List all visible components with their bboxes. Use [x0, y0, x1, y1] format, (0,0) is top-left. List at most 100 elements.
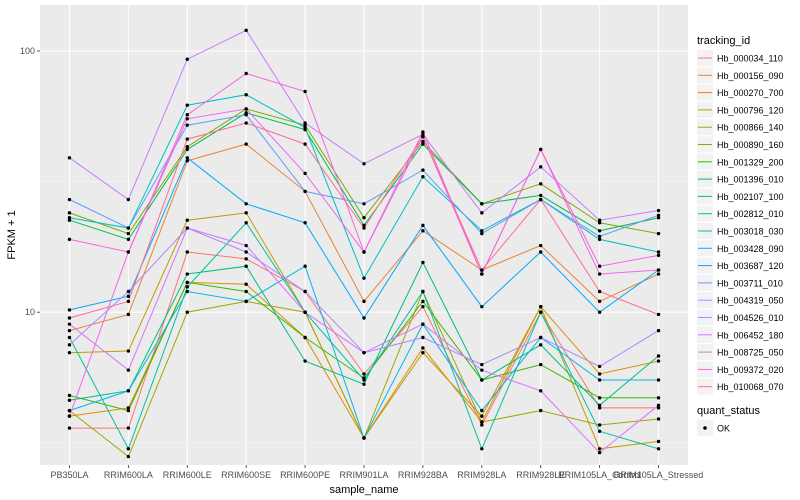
data-point: [303, 359, 307, 363]
x-tick-label: PB350LA: [50, 470, 88, 480]
data-point: [303, 89, 307, 94]
data-point: [597, 299, 602, 304]
data-point: [303, 125, 307, 130]
data-point: [597, 423, 602, 427]
data-point: [244, 289, 248, 294]
data-point: [480, 229, 484, 233]
data-point: [539, 343, 543, 347]
data-point: [597, 272, 602, 276]
legend-item: Hb_002812_010: [697, 205, 784, 222]
data-point: [244, 257, 248, 261]
data-point: [362, 216, 366, 220]
data-point: [656, 213, 661, 217]
shape-legend-point: [703, 426, 707, 430]
legend-label: Hb_000270_700: [717, 88, 784, 98]
data-point: [597, 221, 602, 225]
data-point: [421, 168, 425, 172]
data-point: [126, 349, 131, 353]
data-point: [67, 216, 72, 220]
data-point: [67, 343, 72, 347]
data-point: [244, 71, 248, 76]
data-point: [480, 408, 484, 413]
legend-item: Hb_001396_010: [697, 171, 784, 188]
data-point: [185, 147, 189, 152]
data-point: [597, 447, 602, 451]
data-point: [67, 316, 72, 320]
data-point: [597, 429, 602, 433]
data-point: [362, 436, 366, 440]
data-point: [421, 350, 425, 355]
data-point: [421, 134, 425, 139]
data-point: [362, 316, 366, 320]
data-point: [126, 454, 131, 459]
y-tick-label: 10: [25, 307, 35, 317]
data-point: [185, 272, 189, 276]
data-point: [597, 218, 602, 222]
shape-legend-items: OK: [697, 420, 730, 436]
shape-legend-label: OK: [717, 424, 730, 434]
data-point: [480, 272, 484, 276]
data-point: [656, 231, 661, 236]
legend-label: Hb_000866_140: [717, 123, 784, 133]
data-point: [597, 396, 602, 400]
data-point: [67, 426, 72, 430]
data-point: [480, 378, 484, 382]
series-points: [67, 28, 661, 459]
data-point: [421, 132, 425, 136]
data-point: [244, 113, 248, 117]
data-point: [244, 121, 248, 125]
legend-item: Hb_004319_050: [697, 292, 784, 309]
data-point: [656, 253, 661, 258]
legend-label: Hb_008725_050: [717, 348, 784, 358]
data-point: [597, 237, 602, 242]
data-point: [539, 243, 543, 248]
legend-label: Hb_002812_010: [717, 209, 784, 219]
data-point: [67, 398, 72, 402]
data-point: [303, 289, 307, 294]
data-point: [303, 264, 307, 268]
data-point: [539, 389, 543, 393]
data-point: [185, 156, 189, 160]
data-point: [539, 362, 543, 367]
data-point: [244, 142, 248, 146]
data-point: [421, 142, 425, 146]
data-point: [421, 260, 425, 265]
data-point: [185, 250, 189, 254]
legend-label: Hb_004319_050: [717, 296, 784, 306]
data-point: [185, 117, 189, 121]
y-axis: 10 100: [20, 46, 40, 317]
data-point: [539, 165, 543, 169]
data-point: [67, 197, 72, 202]
y-tick-label: 100: [20, 46, 35, 56]
data-point: [480, 202, 484, 206]
data-point: [480, 414, 484, 418]
data-point: [421, 130, 425, 134]
legend-label: Hb_001329_200: [717, 157, 784, 167]
y-axis-title: FPKM + 1: [6, 210, 18, 259]
data-point: [303, 142, 307, 146]
data-point: [185, 113, 189, 117]
data-point: [597, 378, 602, 382]
data-point: [67, 218, 72, 222]
data-point: [362, 202, 366, 206]
shape-legend-item: OK: [697, 420, 730, 436]
data-point: [539, 193, 543, 198]
data-point: [656, 216, 661, 220]
legend: tracking_id Hb_000034_110Hb_000156_090Hb…: [697, 35, 784, 436]
data-point: [362, 276, 366, 280]
data-point: [126, 197, 131, 202]
legend-label: Hb_003018_030: [717, 227, 784, 237]
data-point: [656, 250, 661, 254]
data-point: [656, 354, 661, 358]
data-point: [480, 447, 484, 451]
data-point: [421, 289, 425, 294]
shape-legend-title: quant_status: [697, 405, 760, 417]
x-tick-label: RRIM901LA: [339, 470, 388, 480]
legend-item: Hb_000890_160: [697, 136, 784, 153]
data-point: [303, 221, 307, 225]
legend-label: Hb_006452_180: [717, 330, 784, 340]
data-point: [656, 359, 661, 363]
data-point: [656, 439, 661, 444]
data-point: [185, 218, 189, 222]
data-point: [539, 182, 543, 186]
